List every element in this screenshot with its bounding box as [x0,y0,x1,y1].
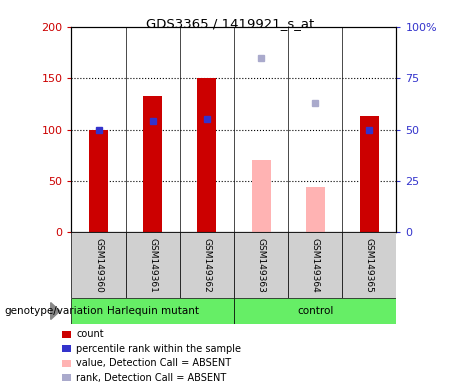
Bar [342,232,396,298]
Text: GSM149363: GSM149363 [256,238,266,292]
Bar [197,78,216,232]
Text: GDS3365 / 1419921_s_at: GDS3365 / 1419921_s_at [147,17,314,30]
Bar [234,232,288,298]
Text: count: count [76,329,104,339]
Bar [143,96,162,232]
Text: genotype/variation: genotype/variation [5,306,104,316]
Bar [252,161,271,232]
Bar [125,232,180,298]
Text: GSM149361: GSM149361 [148,238,157,292]
Text: GSM149362: GSM149362 [202,238,212,292]
Polygon shape [51,303,60,319]
Bar [234,298,396,324]
Bar [288,232,342,298]
Bar [306,187,325,232]
Text: percentile rank within the sample: percentile rank within the sample [76,344,241,354]
Text: control: control [297,306,333,316]
Text: rank, Detection Call = ABSENT: rank, Detection Call = ABSENT [76,373,226,383]
Bar [71,298,234,324]
Bar [89,129,108,232]
Bar [71,232,125,298]
Text: Harlequin mutant: Harlequin mutant [106,306,199,316]
Text: GSM149364: GSM149364 [311,238,320,292]
Bar [360,116,379,232]
Text: GSM149365: GSM149365 [365,238,374,292]
Text: value, Detection Call = ABSENT: value, Detection Call = ABSENT [76,358,231,368]
Text: GSM149360: GSM149360 [94,238,103,292]
Bar [180,232,234,298]
